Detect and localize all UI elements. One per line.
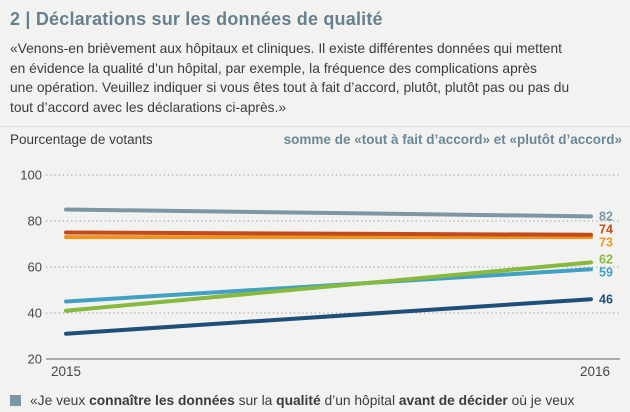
y-tick-label: 80 [28, 214, 42, 229]
legend-text-segment: qualité [276, 393, 321, 408]
series-value-label: 74 [599, 223, 613, 237]
series-value-label: 73 [599, 236, 613, 250]
y-tick-label: 40 [28, 306, 42, 321]
legend-text-segment: «Je veux [30, 393, 90, 408]
series-line [64, 297, 593, 336]
x-axis-label: 2016 [580, 364, 610, 379]
legend-text-segment: où je veux [507, 393, 575, 408]
series-line [64, 230, 593, 237]
series-line [64, 260, 593, 313]
intro-line: tout d’accord avec les déclarations ci-a… [10, 99, 287, 115]
series-line [64, 207, 593, 219]
legend-text-segment: sur la [234, 393, 277, 408]
section-divider [0, 126, 630, 127]
series-value-label: 59 [599, 266, 613, 280]
legend-text: «Je veux connaître les données sur la qu… [30, 393, 575, 409]
intro-line: une opération. Veuillez indiquer si vous… [10, 80, 570, 96]
series-value-label: 62 [599, 253, 613, 267]
x-axis-label: 2015 [51, 364, 81, 379]
y-axis-title: Pourcentage de votants [10, 132, 153, 147]
y-tick-label: 60 [28, 260, 42, 275]
y-tick-label: 100 [20, 168, 42, 183]
legend-text-segment: connaître les données [89, 393, 235, 408]
series-value-label: 46 [599, 292, 613, 306]
intro-line: en évidence la qualité d’un hôpital, par… [10, 60, 537, 76]
page-title: 2 | Déclarations sur les données de qual… [10, 9, 383, 29]
legend: «Je veux connaître les données sur la qu… [10, 393, 626, 409]
legend-marker [10, 395, 21, 406]
series-value-label: 82 [599, 210, 613, 224]
intro-line: «Venons-en brièvement aux hôpitaux et cl… [10, 41, 562, 56]
legend-text-segment: avant de décider [398, 393, 508, 408]
y-tick-label: 20 [28, 352, 42, 367]
chart-subtitle: somme de «tout à fait d’accord» et «plut… [283, 132, 622, 147]
intro-paragraph: «Venons-en brièvement aux hôpitaux et cl… [10, 39, 569, 117]
legend-text-segment: d’un hôpital [320, 393, 399, 408]
